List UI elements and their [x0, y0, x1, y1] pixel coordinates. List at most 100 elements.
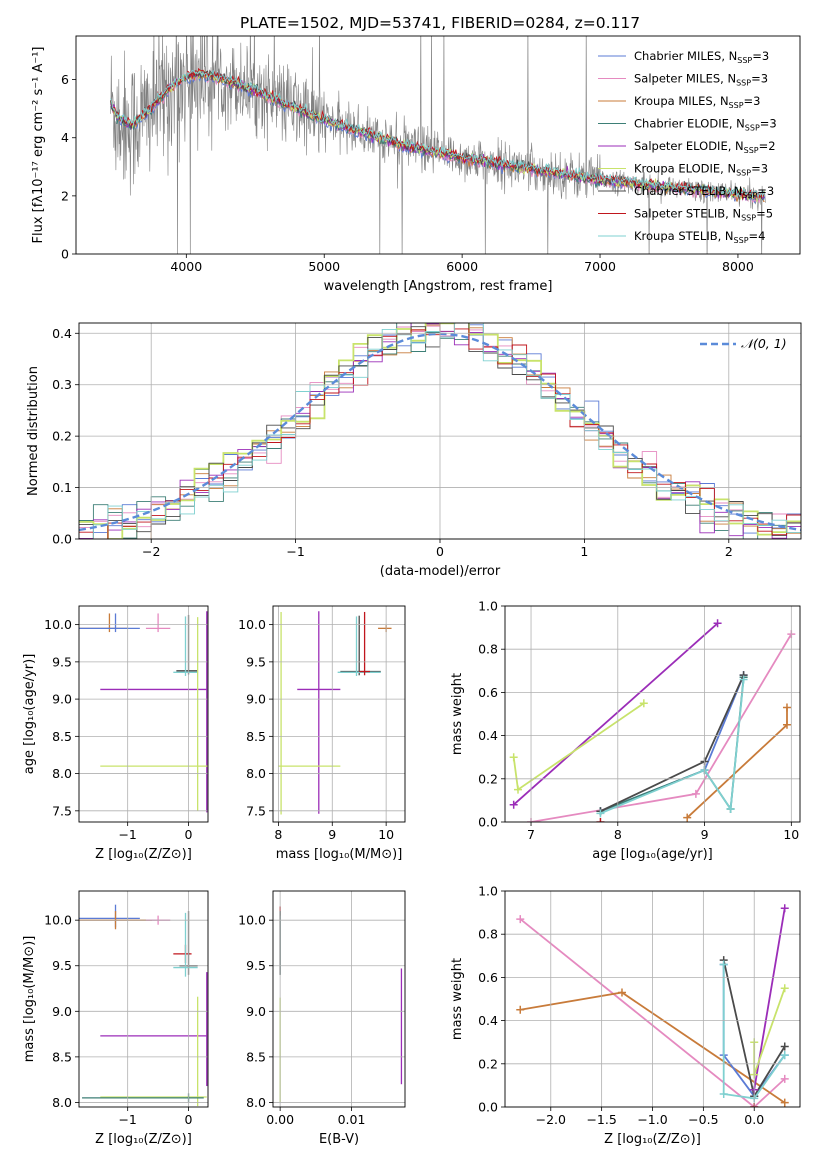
y-tick-label: 4 [61, 130, 69, 145]
model-spectrum-kroupa-elodie [110, 69, 766, 204]
series-kroupa-stelib [596, 675, 748, 818]
x-tick-label: 5000 [308, 259, 340, 274]
series-salpeter-elodie [509, 619, 722, 809]
y-tick-label: 0.4 [478, 1013, 498, 1028]
y-tick-label: 8.0 [52, 1095, 72, 1110]
y-tick-label: 9.5 [52, 654, 72, 669]
histogram-kroupa-elodie [79, 323, 801, 539]
axes-frame [78, 605, 209, 823]
y-tick-label: 8.5 [52, 1049, 72, 1064]
plot-area [79, 904, 208, 1107]
y-tick-label: 8.5 [52, 729, 72, 744]
legend-tail: =3 [757, 184, 774, 198]
y-tick-label: 0.8 [478, 642, 498, 657]
errorbar-salpeter-elodie [100, 611, 208, 813]
y-tick-label: 0.3 [52, 377, 72, 392]
marker [509, 800, 518, 809]
plot-area [79, 611, 208, 813]
legend-sub: SSP [745, 124, 760, 133]
marker [726, 805, 735, 814]
y-tick-label: 0.8 [478, 927, 498, 942]
legend-label: Kroupa ELODIE, NSSP=3 [634, 162, 768, 178]
legend-tail: =3 [744, 94, 761, 108]
legend-sub: SSP [736, 169, 751, 178]
errorbar-kroupa-elodie [100, 617, 208, 811]
series-kroupa-elodie [509, 699, 648, 794]
y-axis-label: mass weight [450, 673, 465, 755]
marker [683, 813, 692, 822]
x-axis-label: Z [log₁₀(Z/Z⊙)] [604, 1132, 701, 1147]
x-axis-label: mass [log₁₀(M/M⊙)] [276, 847, 403, 862]
y-axis-label: mass [log₁₀(M/M⊙)] [22, 936, 37, 1063]
marker [509, 753, 518, 762]
marker [691, 789, 700, 798]
panel-age-vs-Z: −1 0 7.5 8.0 8.5 9.0 9.5 10.0 Z [log₁₀(Z/Z⊙)] age… [22, 605, 209, 862]
y-tick-label: 8.5 [246, 729, 266, 744]
y-tick-label: 10.0 [44, 913, 72, 928]
marker [782, 703, 791, 712]
y-tick-label: 0.0 [478, 815, 498, 830]
x-tick-label: −1 [286, 544, 304, 559]
axes-frame [78, 322, 802, 540]
x-tick-label: 0.0 [744, 1112, 764, 1127]
y-tick-label: 0.2 [52, 429, 72, 444]
y-tick-label: 10.0 [238, 913, 266, 928]
x-tick-label: −1 [118, 827, 136, 842]
series-line [600, 679, 745, 815]
y-tick-label: 0.6 [478, 685, 498, 700]
series-line [600, 674, 745, 813]
x-tick-label: −1.5 [586, 1112, 616, 1127]
y-tick-label: 6 [61, 72, 69, 87]
x-tick-label: 9 [701, 827, 709, 842]
x-tick-label: 0.00 [266, 1112, 294, 1127]
y-tick-label: 9.5 [246, 654, 266, 669]
errorbar-salpeter-elodie [100, 972, 208, 1087]
plot-area [110, 36, 766, 254]
y-tick-label: 1.0 [478, 599, 498, 614]
y-axis-label: Flux [fλ10⁻¹⁷ erg cm⁻² s⁻¹ A⁻¹] [31, 47, 46, 244]
x-tick-label: −0.5 [688, 1112, 718, 1127]
legend-label: Chabrier STELIB, NSSP=3 [634, 184, 774, 200]
y-tick-label: 9.0 [52, 692, 72, 707]
marker [780, 984, 789, 993]
y-tick-label: 8.5 [246, 1049, 266, 1064]
x-tick-label: 4000 [170, 259, 202, 274]
x-tick-label: 7 [527, 827, 535, 842]
x-tick-label: 10 [378, 827, 394, 842]
legend-sub: SSP [744, 146, 759, 155]
x-axis-label: age [log₁₀(age/yr)] [592, 847, 713, 862]
legend-sub: SSP [742, 191, 757, 200]
series-kroupa-miles [516, 988, 789, 1107]
errorbar-salpeter-stelib [359, 611, 370, 676]
marker [596, 809, 605, 818]
y-tick-label: 9.5 [246, 958, 266, 973]
series-line [600, 677, 745, 813]
y-tick-label: 0.4 [52, 326, 72, 341]
marker [719, 960, 728, 969]
y-tick-label: 0.2 [478, 1056, 498, 1071]
series-line [600, 674, 745, 813]
y-tick-label: 7.5 [52, 803, 72, 818]
y-tick-label: 10.0 [238, 617, 266, 632]
errorbar-kroupa-stelib [173, 912, 198, 977]
x-tick-label: −2.0 [536, 1112, 566, 1127]
panel-spectrum: 4000 5000 6000 7000 8000 0 2 4 6 wavelength [Angs… [31, 35, 801, 294]
plot-area [278, 611, 392, 815]
x-tick-label: 0 [436, 544, 444, 559]
x-tick-label: −1 [118, 1112, 136, 1127]
marker [596, 818, 605, 822]
legend-sub: SSP [729, 101, 744, 110]
axes-frame [272, 605, 406, 823]
marker [713, 619, 722, 628]
y-tick-label: 0 [61, 247, 69, 262]
axes-frame [78, 890, 209, 1108]
y-tick-label: 9.5 [52, 958, 72, 973]
y-tick-label: 1.0 [478, 884, 498, 899]
x-tick-label: 0 [185, 1112, 193, 1127]
panel-mass-vs-EBV: 0.00 0.01 8.0 8.5 9.0 9.5 10.0 E(B-V) [238, 890, 406, 1147]
marker [780, 1042, 789, 1051]
legend-tail: =3 [760, 117, 777, 131]
y-tick-label: 7.5 [246, 803, 266, 818]
errorbar-kroupa-stelib [337, 616, 381, 677]
series-line [530, 633, 793, 822]
